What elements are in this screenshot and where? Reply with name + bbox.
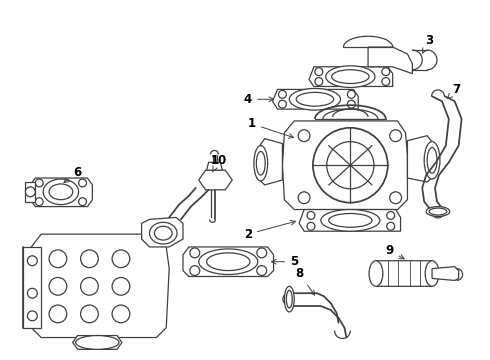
Ellipse shape bbox=[369, 261, 383, 286]
Circle shape bbox=[80, 250, 98, 267]
Text: 2: 2 bbox=[244, 220, 295, 240]
Ellipse shape bbox=[284, 286, 294, 312]
Text: 7: 7 bbox=[447, 83, 461, 99]
Ellipse shape bbox=[426, 207, 450, 216]
Polygon shape bbox=[183, 247, 273, 276]
Circle shape bbox=[112, 305, 130, 323]
Ellipse shape bbox=[149, 222, 177, 244]
Polygon shape bbox=[24, 247, 41, 328]
Polygon shape bbox=[207, 162, 222, 170]
Circle shape bbox=[298, 192, 310, 204]
Ellipse shape bbox=[43, 179, 78, 204]
Circle shape bbox=[278, 90, 286, 98]
Text: 3: 3 bbox=[423, 34, 433, 53]
Circle shape bbox=[307, 212, 315, 219]
Ellipse shape bbox=[254, 145, 268, 181]
Circle shape bbox=[315, 78, 323, 85]
Circle shape bbox=[387, 212, 394, 219]
Polygon shape bbox=[371, 261, 437, 286]
Circle shape bbox=[257, 248, 267, 258]
Polygon shape bbox=[432, 267, 459, 280]
Ellipse shape bbox=[429, 208, 447, 215]
Ellipse shape bbox=[321, 210, 380, 231]
Polygon shape bbox=[299, 210, 400, 231]
Polygon shape bbox=[199, 170, 232, 190]
Circle shape bbox=[25, 187, 35, 197]
Circle shape bbox=[382, 68, 390, 76]
Text: 5: 5 bbox=[271, 255, 298, 268]
Ellipse shape bbox=[207, 253, 250, 271]
Circle shape bbox=[27, 256, 37, 266]
Text: 8: 8 bbox=[295, 267, 315, 295]
Text: 1: 1 bbox=[248, 117, 294, 138]
Text: 10: 10 bbox=[210, 154, 226, 172]
Ellipse shape bbox=[286, 290, 292, 308]
Polygon shape bbox=[368, 47, 413, 74]
Polygon shape bbox=[282, 121, 408, 210]
Ellipse shape bbox=[326, 66, 375, 87]
Circle shape bbox=[387, 222, 394, 230]
Circle shape bbox=[27, 311, 37, 321]
Circle shape bbox=[35, 179, 43, 187]
Ellipse shape bbox=[49, 184, 73, 200]
Circle shape bbox=[327, 141, 374, 189]
Polygon shape bbox=[28, 234, 169, 338]
Ellipse shape bbox=[424, 141, 440, 179]
Polygon shape bbox=[309, 67, 392, 86]
Circle shape bbox=[347, 90, 355, 98]
Circle shape bbox=[190, 266, 200, 275]
Circle shape bbox=[27, 288, 37, 298]
Polygon shape bbox=[73, 336, 122, 349]
Ellipse shape bbox=[199, 249, 258, 275]
Circle shape bbox=[190, 248, 200, 258]
Text: 6: 6 bbox=[64, 166, 82, 183]
Ellipse shape bbox=[329, 213, 372, 227]
Circle shape bbox=[80, 305, 98, 323]
Circle shape bbox=[315, 68, 323, 76]
Circle shape bbox=[49, 305, 67, 323]
Polygon shape bbox=[142, 217, 183, 247]
Circle shape bbox=[382, 78, 390, 85]
Ellipse shape bbox=[427, 148, 437, 173]
Circle shape bbox=[112, 278, 130, 295]
Ellipse shape bbox=[75, 336, 119, 349]
Circle shape bbox=[307, 222, 315, 230]
Circle shape bbox=[49, 250, 67, 267]
Ellipse shape bbox=[425, 261, 439, 286]
Polygon shape bbox=[30, 178, 93, 207]
Circle shape bbox=[257, 266, 267, 275]
Ellipse shape bbox=[332, 70, 369, 84]
Circle shape bbox=[390, 130, 401, 141]
Circle shape bbox=[298, 130, 310, 141]
Ellipse shape bbox=[296, 93, 334, 106]
Circle shape bbox=[347, 100, 355, 108]
Circle shape bbox=[313, 128, 388, 203]
Ellipse shape bbox=[154, 226, 172, 240]
Polygon shape bbox=[408, 136, 435, 182]
Circle shape bbox=[35, 198, 43, 206]
Circle shape bbox=[390, 192, 401, 204]
Polygon shape bbox=[272, 89, 358, 109]
Polygon shape bbox=[258, 139, 282, 185]
Ellipse shape bbox=[256, 152, 265, 175]
Circle shape bbox=[112, 250, 130, 267]
Circle shape bbox=[80, 278, 98, 295]
Ellipse shape bbox=[289, 89, 341, 110]
Circle shape bbox=[78, 179, 86, 187]
Circle shape bbox=[78, 198, 86, 206]
Text: 9: 9 bbox=[386, 244, 404, 259]
Polygon shape bbox=[25, 182, 35, 202]
Text: 4: 4 bbox=[244, 93, 273, 106]
Circle shape bbox=[49, 278, 67, 295]
Circle shape bbox=[278, 100, 286, 108]
